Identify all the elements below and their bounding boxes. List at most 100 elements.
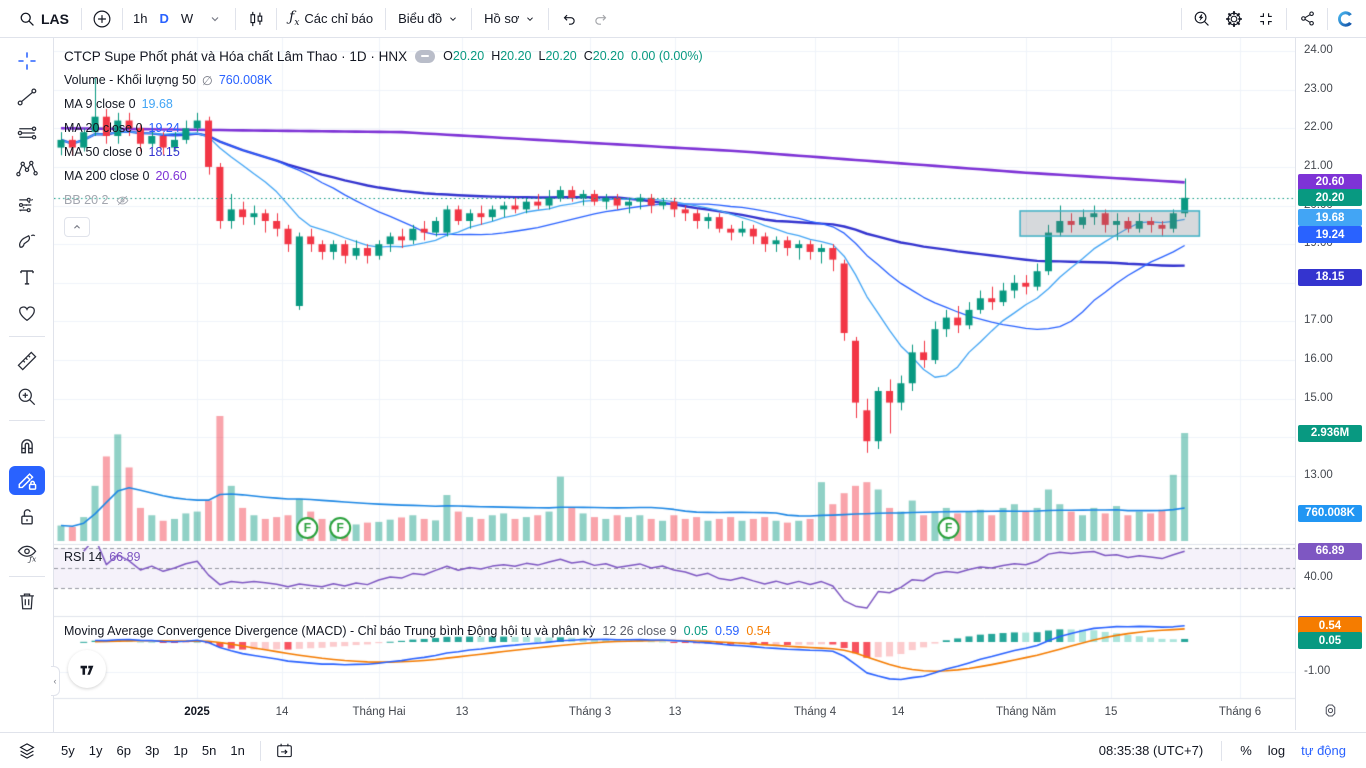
settings-button[interactable] [1218,4,1250,34]
timeframe-1h[interactable]: 1h [133,11,148,26]
indicator-row-4[interactable]: MA 200 close 0 20.60 [64,164,703,188]
eye-off-icon [114,193,131,208]
divider [259,740,261,761]
date-range-group: 5y 1y 6p 3p 1p 5n 1n [54,733,252,768]
tool-trend-line-button[interactable] [9,82,45,111]
symbol-title[interactable]: CTCP Supe Phốt phát và Hóa chất Lâm Thao… [64,48,408,64]
undo-button[interactable] [553,4,585,34]
text-tool-icon [15,265,39,289]
axis-settings-icon[interactable] [1322,702,1339,719]
time-tick: Tháng Năm [995,706,1057,718]
timeframe-D[interactable]: D [159,11,169,26]
tool-lines-tool-button[interactable] [9,118,45,147]
toolbar-divider [8,336,45,337]
toolbar-divider [8,420,45,421]
svg-text:ƒx: ƒx [27,554,37,563]
tradingview-icon [78,660,96,678]
tool-xabcd-pattern-button[interactable] [9,154,45,183]
range-1n[interactable]: 1n [230,743,245,758]
profile-menu-button[interactable]: Hồ sơ [476,4,544,34]
percent-scale-button[interactable]: % [1240,743,1252,758]
axis-badge: 19.24 [1298,226,1362,244]
indicator-row-1[interactable]: MA 9 close 0 19.68 [64,92,703,116]
indicator-value: 18.15 [148,145,180,159]
indicator-row-0[interactable]: Volume - Khối lượng 50 ∅ 760.008K [64,68,703,92]
time-axis[interactable]: 2025 14 Tháng Hai 13 Tháng 3 13 Tháng 4 14 Tháng… [54,698,1295,730]
indicator-row-2[interactable]: MA 20 close 0 19.24 [64,116,703,140]
range-1p[interactable]: 1p [173,743,188,758]
log-scale-button[interactable]: log [1267,743,1286,758]
change-value: 0.00 (0.00%) [631,49,703,63]
symbol-more-button[interactable] [415,49,436,63]
indicator-value: 20.60 [155,169,187,183]
bottom-toolbar: 5y 1y 6p 3p 1p 5n 1n 08:35:38 (UTC+7) % log tự… [0,732,1366,768]
macd-value: 0.54 [746,624,771,638]
indicator-name: BB 20 2 [64,193,109,207]
divider [471,7,473,30]
tool-hide-drawings-eye-button[interactable]: ƒx [9,538,45,567]
object-tree-button[interactable] [11,736,43,766]
tool-drawing-lock-button[interactable] [8,466,45,495]
price-tick: 22.00 [1304,121,1333,134]
divider [548,7,550,30]
timeframe-dropdown[interactable] [199,4,231,34]
indicator-row-5[interactable]: BB 20 2 [64,188,703,212]
fullscreen-button[interactable] [1250,4,1282,34]
legend-collapse-button[interactable] [64,217,90,237]
tool-trash-button[interactable] [9,586,45,615]
price-axis[interactable]: 24.0023.0022.0021.0020.0019.0018.0017.00… [1295,38,1366,730]
range-1y[interactable]: 1y [88,743,103,758]
xabcd-pattern-icon [15,157,39,181]
chart-canvas[interactable] [54,38,1295,730]
chevron-down-icon [524,13,536,25]
sidebar-collapse-handle[interactable]: ‹ [51,666,60,696]
fx-icon: ƒx [289,9,300,28]
lines-tool-icon [15,121,39,145]
ruler-icon [15,349,39,373]
symbol-search-button[interactable]: LAS [10,4,77,34]
divider [1181,7,1182,30]
broker-logo[interactable] [1332,6,1358,32]
undo-icon [560,10,578,28]
indicator-row-3[interactable]: MA 50 close 0 18.15 [64,140,703,164]
share-icon [1298,9,1317,28]
rsi-legend[interactable]: RSI 14 66.89 [64,550,141,564]
chevron-down-icon [447,13,459,25]
range-6p[interactable]: 6p [116,743,131,758]
tool-magnet-button[interactable] [9,430,45,459]
tool-lock-open-button[interactable] [9,502,45,531]
macd-params: 12 26 close 9 [602,624,677,638]
tool-ruler-button[interactable] [9,346,45,375]
high-value: 20.20 [500,49,532,63]
goto-date-button[interactable] [269,736,301,766]
clock-display[interactable]: 08:35:38 (UTC+7) [1098,743,1204,758]
tool-emoji-heart-button[interactable] [9,298,45,327]
axis-badge: 0.54 [1298,617,1362,635]
tool-fib-retracement-button[interactable] [9,190,45,219]
compare-add-button[interactable] [86,4,118,34]
indicators-label: Các chỉ báo [304,11,374,26]
range-5n[interactable]: 5n [201,743,217,758]
chart-style-button[interactable] [240,4,272,34]
time-tick: Tháng 6 [1218,706,1262,718]
rsi-label: RSI 14 [64,550,103,564]
macd-legend[interactable]: Moving Average Convergence Divergence (M… [64,624,771,638]
chart-menu-button[interactable]: Biểu đồ [390,4,467,34]
redo-button[interactable] [585,4,617,34]
share-button[interactable] [1291,4,1323,34]
divider [1221,740,1223,761]
timeframe-W[interactable]: W [180,11,194,26]
auto-scale-button[interactable]: tự động [1301,743,1346,758]
tool-brush-button[interactable] [9,226,45,255]
tradingview-logo-button[interactable] [68,650,106,688]
tool-crosshair-button[interactable] [9,46,45,75]
timeframe-group: 1h D W [127,0,199,37]
indicators-button[interactable]: ƒx Các chỉ báo [281,4,381,34]
price-tick: 16.00 [1304,353,1333,366]
quick-search-button[interactable] [1186,4,1218,34]
fullscreen-icon [1257,10,1275,28]
tool-zoom-in-button[interactable] [9,382,45,411]
tool-text-tool-button[interactable] [9,262,45,291]
range-3p[interactable]: 3p [144,743,160,758]
range-5y[interactable]: 5y [61,743,75,758]
